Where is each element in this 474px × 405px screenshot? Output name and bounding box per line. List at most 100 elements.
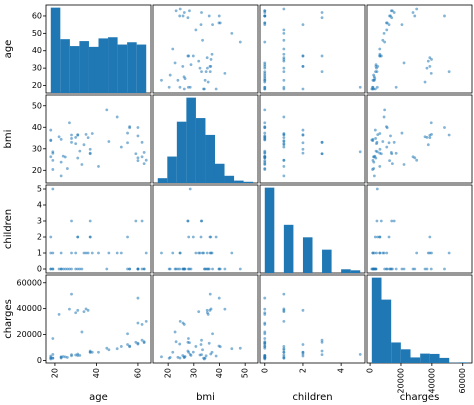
scatter-point	[76, 133, 80, 136]
histogram-bar	[136, 44, 147, 93]
scatter-point	[282, 355, 286, 359]
scatter-point	[126, 343, 129, 346]
scatter-point	[389, 151, 393, 154]
histogram-bar	[243, 181, 254, 183]
scatter-point	[282, 292, 286, 296]
histogram-bar	[127, 42, 137, 93]
scatter-point	[210, 52, 214, 56]
scatter-point	[178, 14, 182, 18]
scatter-point	[282, 136, 286, 140]
scatter-point	[375, 219, 379, 223]
scatter-point	[86, 251, 90, 255]
scatter-point	[263, 80, 267, 84]
scatter-point	[49, 354, 53, 358]
scatter-point	[263, 332, 267, 336]
histogram-bar	[157, 178, 168, 183]
scatter-point	[230, 251, 234, 255]
scatter-point	[263, 312, 267, 316]
scatter-point	[160, 251, 163, 255]
scatter-point	[199, 235, 203, 239]
scatter-point	[375, 85, 379, 89]
scatter-point	[263, 323, 267, 326]
scatter-point	[415, 251, 419, 255]
scatter-point	[188, 341, 191, 344]
scatter-point	[168, 356, 172, 359]
histogram-bar	[302, 237, 313, 273]
scatter-point	[134, 340, 138, 344]
scatter-point	[88, 350, 92, 354]
scatter-point	[201, 348, 204, 352]
scatter-point	[208, 292, 212, 296]
scatter-point	[205, 56, 209, 60]
scatter-point	[57, 135, 61, 139]
panel	[366, 184, 473, 274]
scatter-point	[59, 251, 63, 255]
scatter-point	[51, 168, 55, 171]
scatter-point	[218, 21, 222, 25]
scatter-point	[400, 267, 404, 271]
scatter-point	[140, 267, 144, 271]
scatter-point	[171, 47, 175, 51]
scatter-point	[372, 251, 376, 255]
scatter-point	[411, 155, 415, 159]
scatter-point	[282, 347, 286, 351]
scatter-point	[443, 126, 446, 129]
scatter-point	[394, 267, 398, 271]
scatter-point	[206, 80, 210, 84]
histogram-bar	[283, 224, 294, 273]
scatter-point	[167, 85, 171, 89]
scatter-point	[142, 267, 146, 271]
scatter-point	[174, 9, 178, 13]
scatter-point	[320, 340, 324, 344]
scatter-point	[263, 85, 267, 89]
panel	[152, 4, 259, 94]
scatter-point	[80, 163, 84, 166]
scatter-point	[74, 267, 78, 271]
scatter-point	[214, 235, 218, 239]
scatter-point	[282, 165, 286, 168]
scatter-point	[210, 251, 214, 255]
scatter-point	[282, 308, 286, 312]
scatter-point	[191, 235, 195, 239]
histogram-bar	[60, 39, 70, 93]
scatter-point	[51, 150, 55, 154]
scatter-point	[378, 147, 382, 151]
scatter-point	[209, 307, 213, 311]
scatter-point	[374, 70, 377, 74]
scatter-point	[88, 151, 92, 155]
panel	[366, 94, 473, 184]
scatter-point	[217, 296, 221, 300]
scatter-point	[126, 131, 129, 135]
y-tick-label: 0	[37, 356, 42, 365]
scatter-point	[76, 267, 80, 271]
scatter-point	[70, 137, 73, 140]
scatter-point	[59, 267, 63, 271]
scatter-point	[49, 251, 53, 255]
scatter-point	[282, 85, 286, 89]
scatter-point	[136, 267, 140, 271]
scatter-point	[263, 296, 267, 300]
scatter-point	[411, 11, 415, 14]
scatter-point	[176, 78, 180, 82]
scatter-point	[282, 66, 286, 70]
scatter-point	[263, 307, 267, 311]
scatter-point	[211, 332, 214, 336]
y-tick-label: 4	[37, 201, 42, 210]
scatter-point	[82, 310, 86, 314]
scatter-point	[49, 128, 53, 132]
scatter-point	[202, 87, 206, 91]
histogram-bar	[176, 121, 187, 183]
scatter-point	[392, 11, 396, 14]
scatter-point	[378, 47, 382, 51]
scatter-point	[201, 251, 204, 255]
x-axis-label: bmi	[196, 392, 215, 403]
scatter-point	[429, 121, 433, 125]
scatter-point	[263, 354, 267, 358]
scatter-point	[426, 59, 430, 63]
y-tick-label: 30	[32, 64, 42, 73]
histogram-bar	[234, 180, 244, 183]
y-tick-label: 60000	[17, 278, 42, 287]
scatter-point	[183, 77, 187, 80]
scatter-point	[84, 251, 88, 255]
scatter-point	[428, 64, 432, 68]
